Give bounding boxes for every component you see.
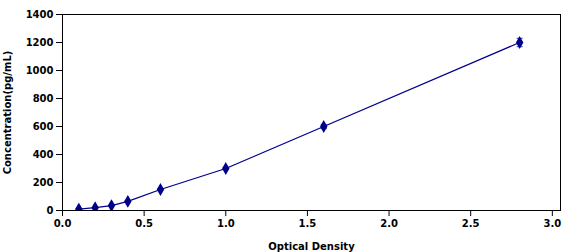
svg-text:1000: 1000 (26, 65, 54, 76)
svg-text:200: 200 (33, 177, 54, 188)
svg-text:400: 400 (33, 149, 54, 160)
svg-text:2.5: 2.5 (462, 218, 480, 229)
svg-text:3.0: 3.0 (543, 218, 561, 229)
svg-text:600: 600 (33, 121, 54, 132)
svg-text:1.0: 1.0 (217, 218, 235, 229)
svg-text:0.0: 0.0 (54, 218, 72, 229)
svg-text:0.5: 0.5 (135, 218, 153, 229)
svg-text:1.5: 1.5 (299, 218, 317, 229)
svg-text:1400: 1400 (26, 9, 54, 20)
svg-text:Concentration(pg/mL): Concentration(pg/mL) (2, 51, 13, 175)
svg-text:Optical Density: Optical Density (268, 241, 355, 252)
svg-text:2.0: 2.0 (380, 218, 398, 229)
svg-text:0: 0 (47, 205, 54, 216)
svg-text:800: 800 (33, 93, 54, 104)
svg-text:1200: 1200 (26, 37, 54, 48)
